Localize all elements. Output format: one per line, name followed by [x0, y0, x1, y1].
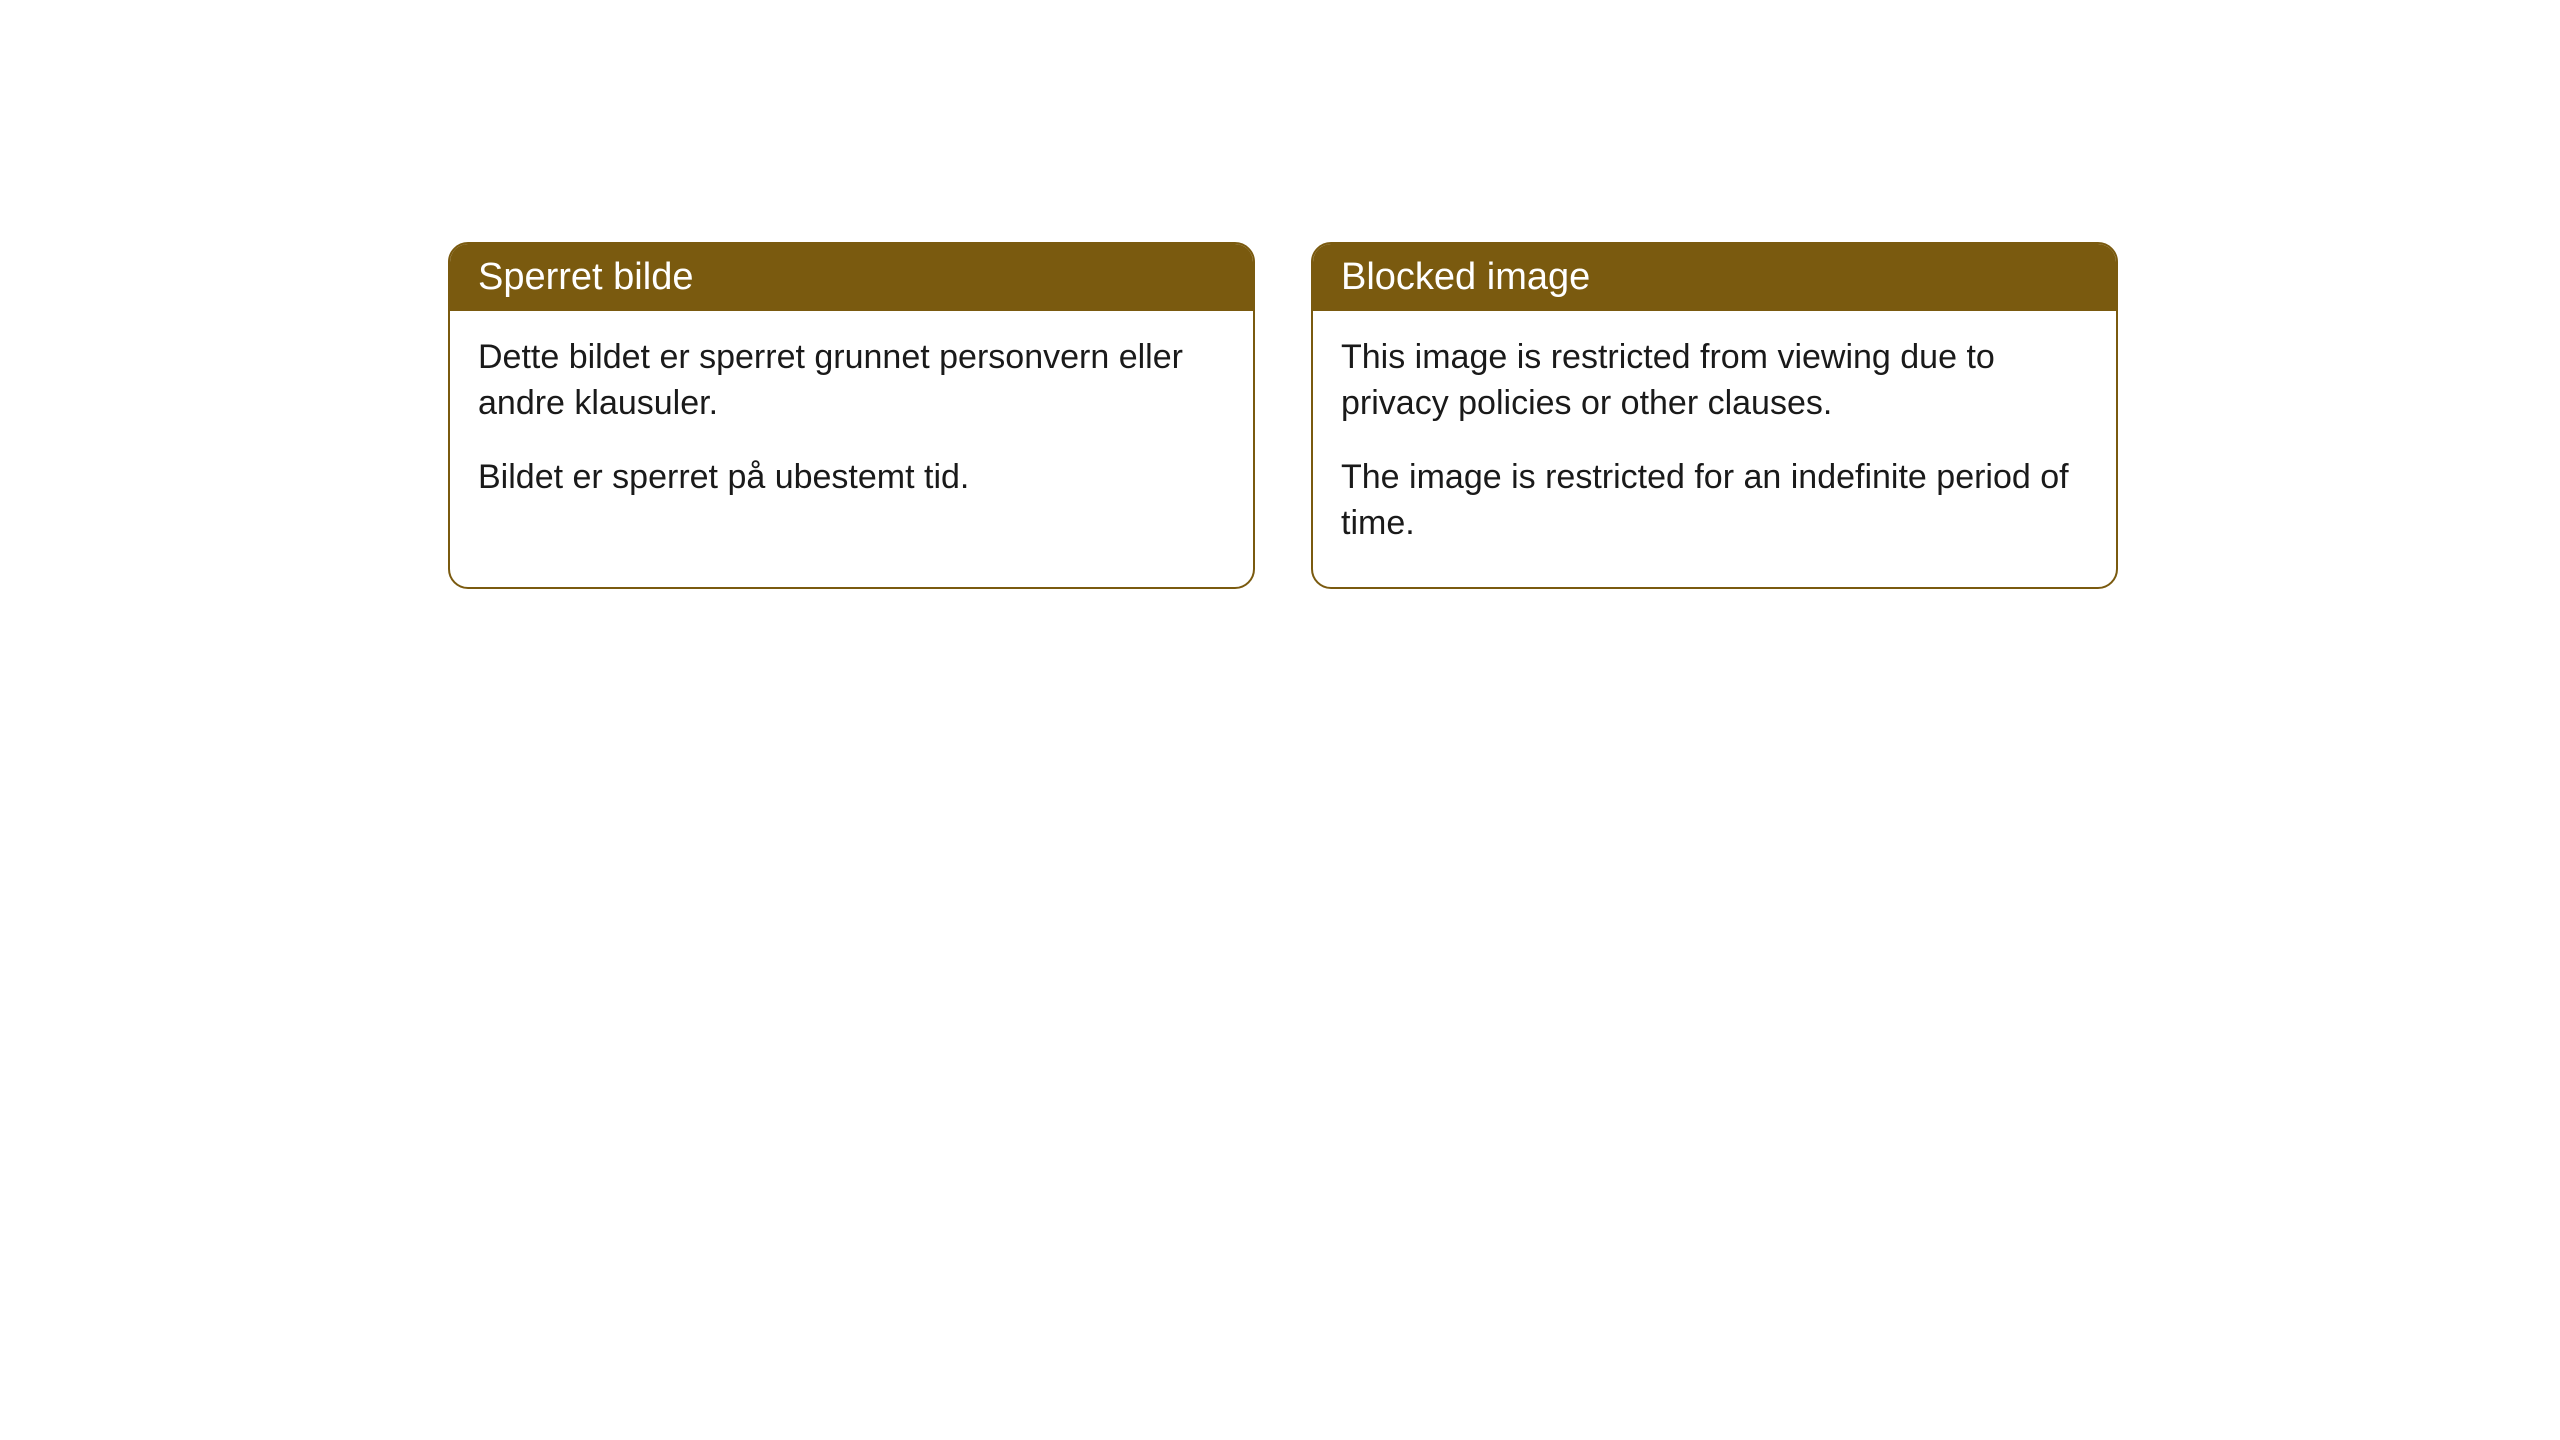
card-header-english: Blocked image	[1313, 244, 2116, 311]
card-text-english-line1: This image is restricted from viewing du…	[1341, 335, 2088, 427]
blocked-image-card-norwegian: Sperret bilde Dette bildet er sperret gr…	[448, 242, 1255, 589]
card-text-norwegian-line1: Dette bildet er sperret grunnet personve…	[478, 335, 1225, 427]
card-header-norwegian: Sperret bilde	[450, 244, 1253, 311]
card-body-norwegian: Dette bildet er sperret grunnet personve…	[450, 311, 1253, 541]
notice-cards-container: Sperret bilde Dette bildet er sperret gr…	[448, 242, 2118, 589]
card-body-english: This image is restricted from viewing du…	[1313, 311, 2116, 587]
card-text-english-line2: The image is restricted for an indefinit…	[1341, 455, 2088, 547]
blocked-image-card-english: Blocked image This image is restricted f…	[1311, 242, 2118, 589]
card-text-norwegian-line2: Bildet er sperret på ubestemt tid.	[478, 455, 1225, 501]
